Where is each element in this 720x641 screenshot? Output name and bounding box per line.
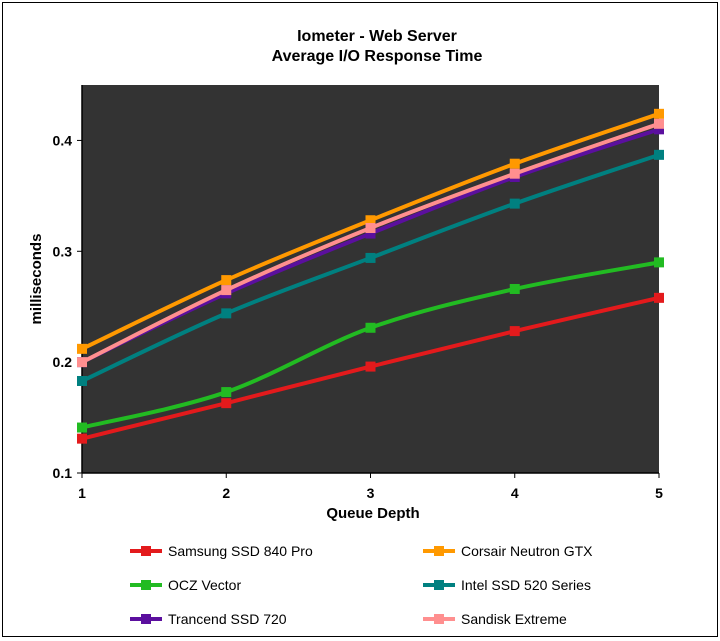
data-point bbox=[509, 168, 520, 179]
data-point bbox=[77, 433, 87, 444]
data-point bbox=[221, 308, 232, 319]
data-point bbox=[77, 375, 87, 386]
data-point bbox=[365, 228, 376, 239]
data-point bbox=[221, 285, 232, 296]
series-corsair-neutron-gtx bbox=[77, 108, 664, 354]
legend-swatch-marker bbox=[434, 546, 444, 556]
y-tick-label: 0.4 bbox=[53, 132, 73, 148]
legend-item: Intel SSD 520 Series bbox=[423, 577, 591, 593]
data-point bbox=[654, 118, 664, 129]
legend-item: Trancend SSD 720 bbox=[130, 611, 287, 627]
legend-swatch-marker bbox=[434, 580, 444, 590]
series-ocz-vector bbox=[77, 257, 664, 433]
legend-label: Sandisk Extreme bbox=[461, 611, 567, 627]
data-point bbox=[509, 326, 520, 337]
data-point bbox=[221, 387, 232, 398]
x-tick-label: 1 bbox=[78, 485, 86, 501]
series-samsung-ssd-840-pro bbox=[77, 292, 664, 444]
legend-label: Intel SSD 520 Series bbox=[461, 577, 591, 593]
data-point bbox=[77, 343, 87, 354]
data-point bbox=[509, 198, 520, 209]
series-lines bbox=[77, 108, 664, 444]
x-tick-label: 3 bbox=[367, 485, 375, 501]
line-chart: Iometer - Web Server Average I/O Respons… bbox=[28, 28, 664, 627]
series-sandisk-extreme bbox=[77, 118, 664, 368]
data-point bbox=[221, 398, 232, 409]
legend-item: Samsung SSD 840 Pro bbox=[130, 543, 313, 559]
data-point bbox=[77, 357, 87, 368]
y-tick-label: 0.1 bbox=[53, 465, 73, 481]
data-point bbox=[509, 283, 520, 294]
data-point bbox=[509, 158, 520, 169]
series-intel-ssd-520-series bbox=[77, 149, 664, 386]
legend: Samsung SSD 840 Pro Corsair Neutron GTX OC… bbox=[130, 543, 593, 627]
data-point bbox=[365, 215, 376, 226]
x-tick-label: 4 bbox=[511, 485, 519, 501]
data-point bbox=[654, 108, 664, 119]
legend-label: Trancend SSD 720 bbox=[168, 611, 287, 627]
y-axis-label: milliseconds bbox=[28, 234, 45, 325]
legend-item: Sandisk Extreme bbox=[423, 611, 567, 627]
legend-item: OCZ Vector bbox=[130, 577, 241, 593]
legend-label: OCZ Vector bbox=[168, 577, 241, 593]
data-point bbox=[654, 257, 664, 268]
y-tick-label: 0.2 bbox=[53, 354, 73, 370]
legend-item: Corsair Neutron GTX bbox=[423, 543, 593, 559]
legend-swatch-marker bbox=[141, 614, 151, 624]
data-point bbox=[654, 124, 664, 135]
legend-swatch-marker bbox=[434, 614, 444, 624]
chart-subtitle: Average I/O Response Time bbox=[272, 48, 483, 65]
chart-title: Iometer - Web Server bbox=[297, 28, 457, 45]
legend-label: Samsung SSD 840 Pro bbox=[168, 543, 313, 559]
data-point bbox=[365, 322, 376, 333]
x-axis-label: Queue Depth bbox=[326, 505, 419, 522]
data-point bbox=[221, 275, 232, 286]
y-tick-label: 0.3 bbox=[53, 243, 73, 259]
x-tick-label: 5 bbox=[655, 485, 663, 501]
x-tick-label: 2 bbox=[222, 485, 230, 501]
x-tick-labels: 1 2 3 4 5 bbox=[78, 473, 663, 501]
y-tick-labels: 0.1 0.2 0.3 0.4 bbox=[53, 132, 82, 481]
data-point bbox=[365, 252, 376, 263]
data-point bbox=[654, 149, 664, 160]
legend-label: Corsair Neutron GTX bbox=[461, 543, 593, 559]
legend-swatch-marker bbox=[141, 580, 151, 590]
data-point bbox=[654, 292, 664, 303]
data-point bbox=[77, 422, 87, 433]
data-point bbox=[365, 361, 376, 372]
legend-swatch-marker bbox=[141, 546, 151, 556]
data-point bbox=[365, 223, 376, 234]
